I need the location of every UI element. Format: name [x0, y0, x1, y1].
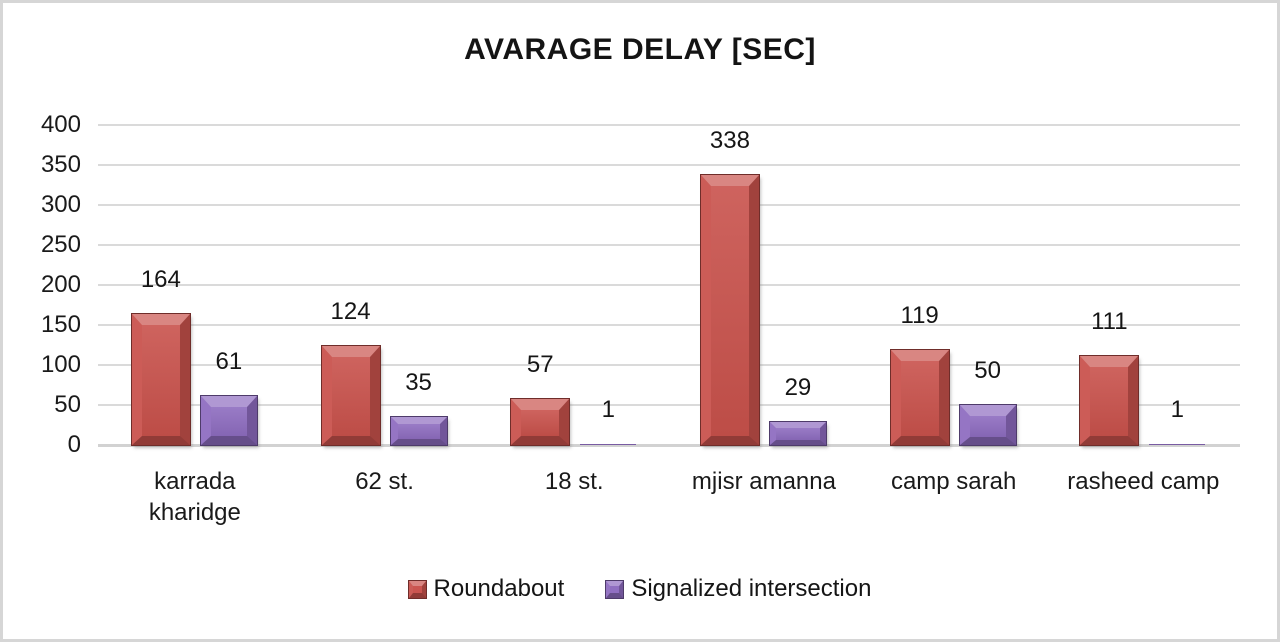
category-label-62-st: 62 st. — [355, 468, 414, 495]
category-label-karrada-kharidge: karrada kharidge — [148, 468, 241, 526]
gridline — [98, 164, 1240, 166]
legend-marker-roundabout — [408, 580, 426, 598]
category-label-18-st: 18 st. — [544, 468, 604, 495]
gridline — [98, 244, 1240, 246]
bar-value-label: 1 — [601, 396, 615, 423]
bar-value-label: 119 — [900, 302, 939, 329]
bar-signalized-intersection-karrada-kharidge — [200, 396, 257, 445]
gridline — [98, 404, 1240, 406]
bar-signalized-intersection-62-st — [390, 417, 447, 445]
y-axis-tick-label: 50 — [54, 391, 81, 418]
bar-value-label: 61 — [215, 348, 243, 375]
bar-value-label: 1 — [1170, 396, 1185, 423]
legend-item-roundabout: Roundabout — [408, 575, 565, 603]
plot-area: 0 50 100 150 200 250 300 350 400 164 61 karrada kha… — [3, 3, 1277, 639]
y-axis-tick-label: 0 — [67, 431, 81, 458]
bar-signalized-intersection-camp-sarah — [959, 405, 1016, 445]
bar-signalized-intersection-18-st — [580, 444, 637, 445]
gridline — [98, 284, 1240, 286]
legend-label-signalized-intersection: Signalized intersection — [631, 575, 872, 602]
category-label-mjisr-amanna: mjisr amanna — [691, 468, 836, 495]
y-axis-tick-label: 400 — [40, 111, 81, 138]
bar-roundabout-rasheed-camp — [1080, 356, 1139, 445]
y-axis-tick-label: 350 — [40, 151, 81, 178]
bar-value-label: 111 — [1091, 308, 1128, 335]
y-axis-tick-label: 150 — [40, 311, 81, 338]
bar-value-label: 35 — [405, 369, 432, 396]
category-label-rasheed-camp: rasheed camp — [1067, 468, 1220, 495]
legend-label-roundabout: Roundabout — [433, 575, 565, 602]
y-axis-tick-label: 100 — [40, 351, 81, 378]
y-axis-tick-label: 200 — [40, 271, 81, 298]
bar-signalized-intersection-rasheed-camp — [1149, 444, 1206, 445]
bar-roundabout-karrada-kharidge — [131, 314, 190, 445]
y-axis-tick-label: 300 — [40, 191, 81, 218]
chart-title: AVARAGE DELAY [SEC] — [464, 33, 816, 66]
bar-value-label: 338 — [709, 127, 750, 154]
bar-value-label: 164 — [140, 266, 181, 293]
category-label-camp-sarah: camp sarah — [890, 468, 1017, 495]
legend-item-signalized-intersection: Signalized intersection — [606, 575, 871, 603]
bar-value-label: 57 — [526, 351, 554, 378]
bar-roundabout-62-st — [321, 346, 380, 445]
legend: Roundabout Signalized intersection — [3, 575, 1277, 603]
bar-roundabout-camp-sarah — [890, 350, 949, 445]
gridline — [98, 124, 1240, 126]
bar-value-label: 124 — [330, 298, 371, 325]
legend-marker-signalized-intersection — [606, 580, 624, 598]
gridline — [98, 324, 1240, 326]
bar-roundabout-mjisr-amanna — [700, 175, 759, 445]
bar-value-label: 50 — [974, 357, 1001, 384]
bar-value-label: 29 — [784, 374, 812, 401]
y-axis-tick-label: 250 — [40, 231, 81, 258]
bar-roundabout-18-st — [511, 399, 570, 445]
gridline — [98, 204, 1240, 206]
gridline — [98, 364, 1240, 366]
bar-signalized-intersection-mjisr-amanna — [769, 422, 826, 445]
gridline — [98, 444, 1240, 447]
